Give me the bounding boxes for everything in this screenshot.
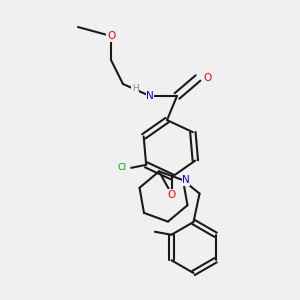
Text: Cl: Cl	[118, 163, 127, 172]
Text: O: O	[168, 190, 176, 200]
Text: N: N	[182, 175, 190, 185]
Text: O: O	[203, 73, 211, 83]
Text: N: N	[146, 91, 154, 101]
Text: H: H	[132, 84, 138, 93]
Text: O: O	[107, 31, 115, 41]
